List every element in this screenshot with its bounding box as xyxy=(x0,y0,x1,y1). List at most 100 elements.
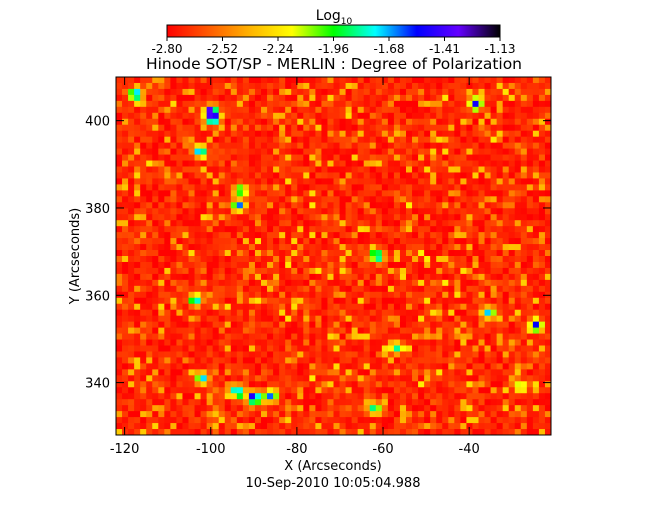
heatmap-cell xyxy=(406,279,413,287)
heatmap-cell xyxy=(436,196,443,203)
heatmap-cell xyxy=(261,226,268,233)
heatmap-cell xyxy=(200,202,208,209)
heatmap-cell xyxy=(472,279,479,287)
heatmap-cell xyxy=(339,405,346,412)
heatmap-cell xyxy=(406,369,413,376)
heatmap-cell xyxy=(212,238,220,245)
heatmap-cell xyxy=(345,244,353,251)
heatmap-cell xyxy=(375,172,383,179)
heatmap-cell xyxy=(176,172,183,179)
heatmap-cell xyxy=(206,88,214,96)
heatmap-cell xyxy=(261,88,268,96)
heatmap-cell xyxy=(345,315,353,323)
heatmap-cell xyxy=(218,184,226,191)
heatmap-cell xyxy=(261,351,268,358)
heatmap-cell xyxy=(327,118,334,126)
heatmap-cell xyxy=(236,429,244,435)
heatmap-cell xyxy=(315,196,322,203)
heatmap-cell xyxy=(436,345,443,352)
heatmap-cell xyxy=(158,279,165,287)
heatmap-cell xyxy=(502,124,510,132)
heatmap-cell xyxy=(424,393,431,400)
heatmap-cell xyxy=(375,106,383,114)
heatmap-cell xyxy=(327,94,334,102)
heatmap-cell xyxy=(122,208,129,215)
heatmap-cell xyxy=(484,250,491,257)
x-tick-label: -40 xyxy=(459,442,480,457)
heatmap-cell xyxy=(333,267,340,275)
heatmap-cell xyxy=(170,160,177,167)
heatmap-cell xyxy=(538,303,546,311)
heatmap-cell xyxy=(544,333,551,340)
heatmap-cell xyxy=(375,279,383,287)
heatmap-cell xyxy=(206,429,214,435)
heatmap-cell xyxy=(170,327,177,334)
heatmap-cell xyxy=(254,244,262,251)
heatmap-cell xyxy=(339,88,346,96)
heatmap-cell xyxy=(520,375,528,382)
heatmap-cell xyxy=(158,244,165,251)
heatmap-cell xyxy=(436,363,443,370)
heatmap-cell xyxy=(363,303,371,311)
heatmap-cell xyxy=(375,142,383,149)
heatmap-cell xyxy=(544,381,551,388)
heatmap-cell xyxy=(206,178,214,185)
heatmap-cell xyxy=(339,291,346,299)
heatmap-cell xyxy=(532,208,540,215)
heatmap-cell xyxy=(508,291,516,299)
heatmap-cell xyxy=(412,309,419,317)
heatmap-cell xyxy=(472,148,479,155)
heatmap-cell xyxy=(297,100,304,108)
heatmap-cell xyxy=(399,381,407,388)
heatmap-cell xyxy=(526,327,534,334)
heatmap-cell xyxy=(248,411,256,418)
heatmap-cell xyxy=(242,429,250,435)
heatmap-cell xyxy=(140,291,147,299)
heatmap-cell xyxy=(363,148,371,155)
heatmap-cell xyxy=(176,136,183,144)
heatmap-cell xyxy=(466,112,473,120)
heatmap-cell xyxy=(188,244,195,251)
heatmap-cell xyxy=(273,178,280,185)
heatmap-cell xyxy=(478,118,485,126)
heatmap-cell xyxy=(224,399,232,406)
heatmap-cell xyxy=(436,321,443,328)
heatmap-cell xyxy=(412,154,419,161)
heatmap-cell xyxy=(206,82,214,90)
heatmap-cell xyxy=(170,190,177,197)
heatmap-cell xyxy=(436,303,443,311)
heatmap-cell xyxy=(454,309,461,317)
heatmap-cell xyxy=(164,124,171,132)
heatmap-cell xyxy=(261,238,268,245)
heatmap-cell xyxy=(430,303,437,311)
heatmap-cell xyxy=(164,214,171,221)
heatmap-cell xyxy=(472,220,479,227)
heatmap-cell xyxy=(424,375,431,382)
heatmap-cell xyxy=(418,405,425,412)
heatmap-cell xyxy=(484,387,491,394)
heatmap-cell xyxy=(442,118,449,126)
heatmap-cell xyxy=(357,124,365,132)
heatmap-cell xyxy=(321,321,328,328)
heatmap-cell xyxy=(254,250,262,257)
heatmap-cell xyxy=(279,226,286,233)
heatmap-cell xyxy=(279,100,286,108)
heatmap-cell xyxy=(321,178,328,185)
heatmap-cell xyxy=(303,315,310,323)
heatmap-cell xyxy=(279,411,286,418)
heatmap-cell xyxy=(544,256,551,263)
heatmap-cell xyxy=(134,196,141,203)
heatmap-cell xyxy=(369,256,377,263)
heatmap-cell xyxy=(158,327,165,334)
heatmap-cell xyxy=(442,333,449,340)
heatmap-cell xyxy=(158,429,165,435)
heatmap-cell xyxy=(267,214,274,221)
heatmap-cell xyxy=(230,256,238,263)
heatmap-cell xyxy=(526,256,534,263)
heatmap-cell xyxy=(484,190,491,197)
heatmap-cell xyxy=(291,327,298,334)
heatmap-cell xyxy=(369,333,377,340)
heatmap-cell xyxy=(363,166,371,173)
heatmap-cell xyxy=(242,411,250,418)
heatmap-cell xyxy=(194,351,201,358)
